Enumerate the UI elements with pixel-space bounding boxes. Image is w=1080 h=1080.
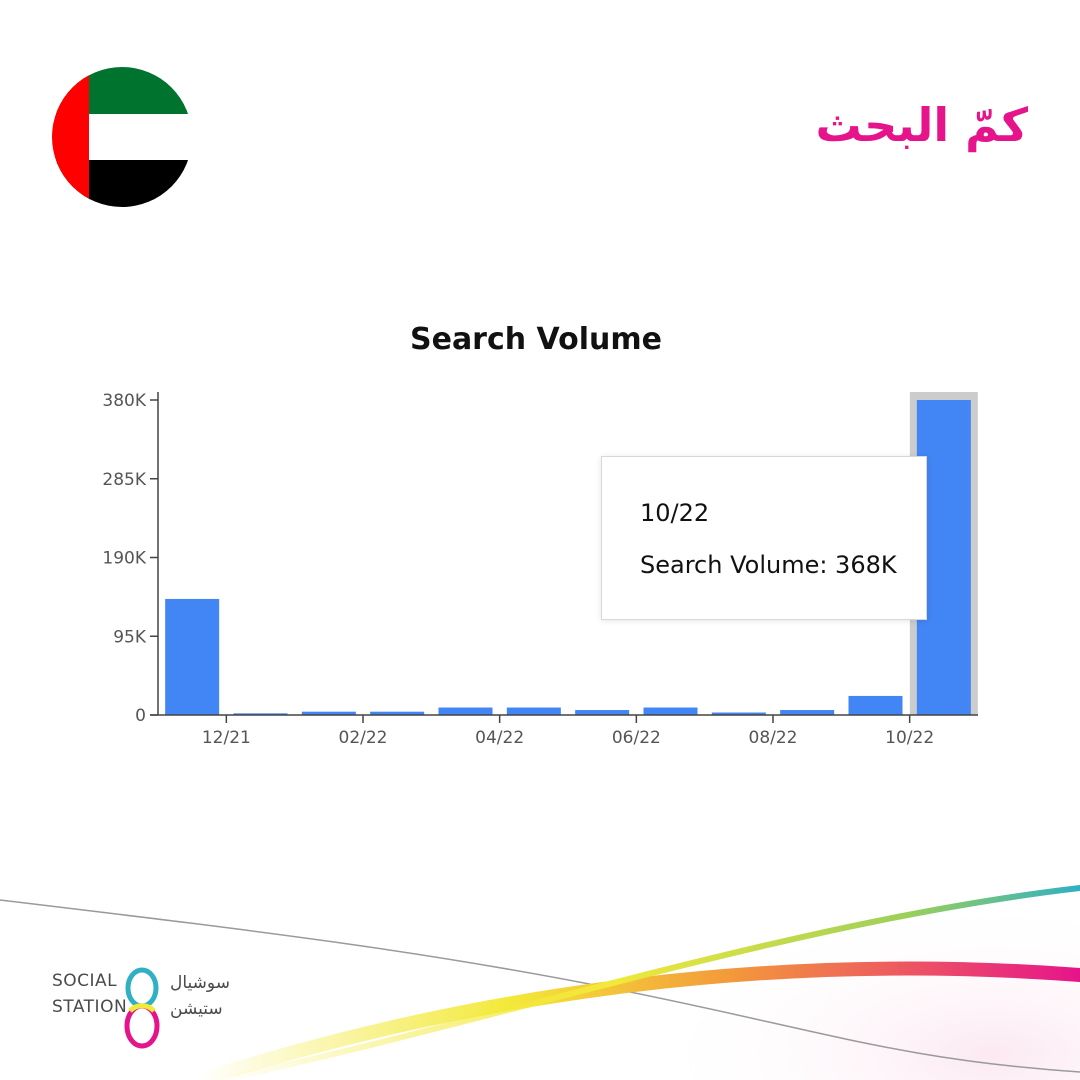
bar-11-21 <box>165 598 220 715</box>
bar-12-21 <box>233 713 288 715</box>
swoosh-pink-band <box>193 961 1080 1080</box>
y-tick-label: 285K <box>102 470 146 490</box>
x-tick-label: 10/22 <box>885 728 934 748</box>
bar-04-22 <box>506 707 561 715</box>
swoosh-glow <box>500 820 1080 1080</box>
bar-02-22 <box>370 711 425 715</box>
x-tick-label: 02/22 <box>339 728 388 748</box>
logo-text-ar: سوشيال ستيشن <box>170 973 230 1019</box>
y-tick-label: 190K <box>102 549 146 569</box>
tooltip-date: 10/22 <box>640 499 710 527</box>
bar-01-22 <box>301 711 356 715</box>
chart-tooltip: 10/22 Search Volume: 368K <box>601 456 927 620</box>
bar-03-22 <box>438 707 493 715</box>
search-volume-chart: 0 95K 190K 285K 380K 12/21 02/22 04/22 06/22 08/2… <box>102 391 978 748</box>
x-tick-label: 04/22 <box>475 728 524 748</box>
bar-09-22 <box>848 695 903 715</box>
bar-07-22 <box>711 712 766 715</box>
tooltip-value: Search Volume: 368K <box>640 551 897 579</box>
y-tick-label: 380K <box>102 391 146 411</box>
x-tick-label: 06/22 <box>612 728 661 748</box>
social-station-logo: SOCIAL STATION سوشيال ستيشن <box>52 967 242 1058</box>
x-tick-label: 12/21 <box>202 728 251 748</box>
x-tick-label: 08/22 <box>749 728 798 748</box>
y-tick-label: 95K <box>113 627 147 647</box>
logo-text-en: SOCIAL STATION <box>52 971 128 1017</box>
swoosh-green-band <box>217 885 1080 1080</box>
y-tick-label: 0 <box>135 706 146 726</box>
chart-title: Search Volume <box>409 322 662 357</box>
page-title: كمّ البحث <box>815 98 1028 152</box>
bar-08-22 <box>780 710 835 715</box>
figure-eight-logo-icon <box>124 967 160 1049</box>
bar-06-22 <box>643 707 698 715</box>
bar-05-22 <box>575 710 630 715</box>
